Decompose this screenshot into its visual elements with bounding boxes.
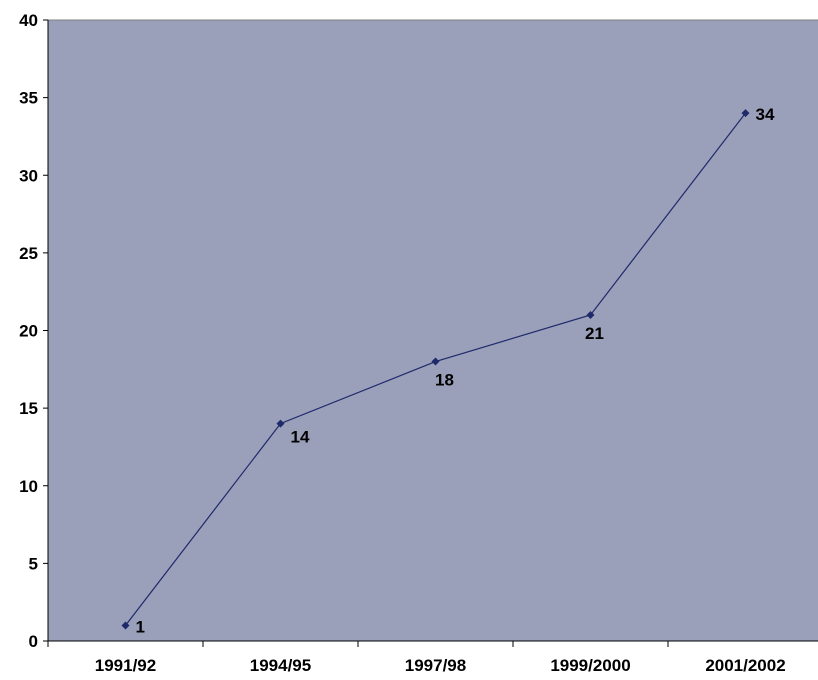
- data-label: 14: [291, 428, 310, 447]
- data-point-marker: [121, 621, 130, 630]
- data-label: 34: [756, 105, 775, 124]
- y-tick-label: 0: [29, 632, 38, 651]
- y-tick-label: 40: [19, 11, 38, 30]
- data-label: 21: [585, 324, 604, 343]
- x-tick-label: 1997/98: [405, 656, 466, 675]
- x-tick-label: 1999/2000: [550, 656, 630, 675]
- data-point-marker: [276, 419, 285, 428]
- y-tick-label: 5: [29, 554, 38, 573]
- y-tick-label: 10: [19, 477, 38, 496]
- y-axis-ticks: 0 5 10 15 20 25 30 35 40: [19, 11, 48, 651]
- data-labels: 1 14 18 21 34: [136, 105, 775, 636]
- x-tick-label: 1994/95: [250, 656, 311, 675]
- y-tick-label: 15: [19, 399, 38, 418]
- x-axis-ticks: 1991/92 1994/95 1997/98 1999/2000 2001/2002: [47, 641, 786, 675]
- data-point-marker: [431, 357, 440, 366]
- data-point-marker: [741, 109, 750, 118]
- y-tick-label: 20: [19, 322, 38, 341]
- y-tick-label: 25: [19, 244, 38, 263]
- series-group: [121, 109, 750, 630]
- y-tick-label: 35: [19, 89, 38, 108]
- x-tick-label: 2001/2002: [705, 656, 785, 675]
- x-tick-label: 1991/92: [95, 656, 156, 675]
- data-label: 18: [435, 371, 454, 390]
- data-point-marker: [586, 310, 595, 319]
- data-label: 1: [136, 617, 145, 636]
- plot-area: [47, 19, 818, 642]
- y-tick-label: 30: [19, 166, 38, 185]
